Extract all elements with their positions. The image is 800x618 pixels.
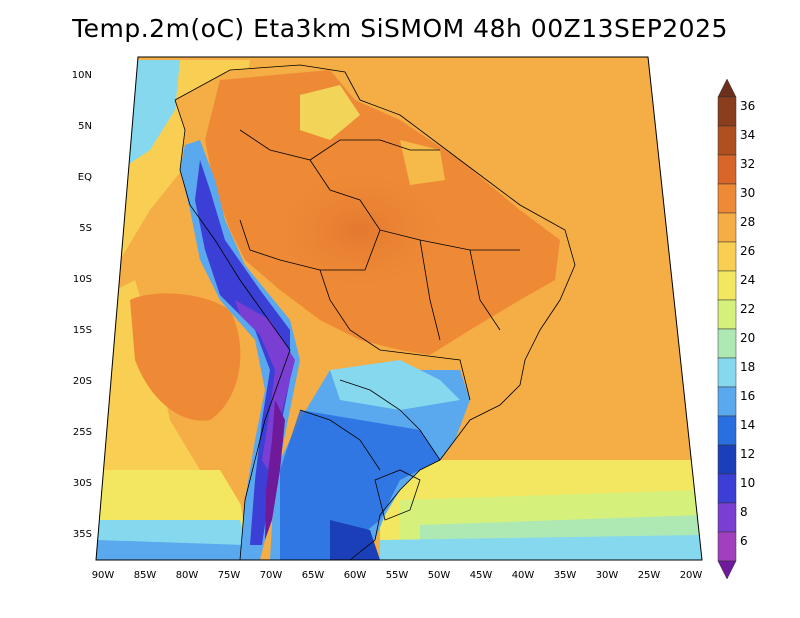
guianas-border: [309, 139, 440, 161]
lon-tick-label: 25W: [638, 570, 661, 581]
map-title: Temp.2m(oC) Eta3km SiSMOM 48h 00Z13SEP20…: [72, 14, 728, 43]
lon-tick-label: 50W: [428, 570, 451, 581]
andes-altiplano-cold: [235, 300, 295, 470]
lat-tick-label: 20S: [73, 376, 92, 387]
ocean-cold-southwest: [96, 540, 250, 560]
lon-tick-label: 75W: [218, 570, 241, 581]
southern-cold-region: [280, 410, 440, 560]
amazon-warm-core: [260, 160, 460, 300]
colorbar-top-arrow: [717, 78, 737, 98]
brazil-state-border-3: [469, 249, 501, 331]
lat-tick-label: 5N: [78, 121, 92, 132]
colorbar-swatch: [717, 241, 737, 272]
colorbar-tick-label: 8: [740, 505, 748, 519]
lon-tick-label: 90W: [92, 570, 115, 581]
colorbar-tick-label: 10: [740, 476, 755, 490]
argentina-border: [299, 409, 381, 471]
colorbar-bottom-arrow: [717, 560, 737, 580]
patagonia-cold-region: [330, 520, 380, 560]
colorbar-swatch: [717, 212, 737, 243]
lat-tick-label: 30S: [73, 478, 92, 489]
pacific-coastline: [174, 99, 291, 561]
lon-tick-label: 40W: [512, 570, 535, 581]
southern-transition-band: [330, 360, 460, 410]
lat-tick-label: 10S: [73, 274, 92, 285]
brazil-state-border-2: [419, 239, 441, 341]
andes-southern-coldest: [265, 400, 285, 540]
atlantic-coastline: [174, 64, 576, 561]
colorbar-swatch: [717, 386, 737, 417]
colorbar: 36 34 32 30 28 26 24 22 20 18 16 14 12 10 8 6: [717, 78, 755, 580]
guiana-cool-patch: [300, 85, 360, 140]
lon-tick-label: 35W: [554, 570, 577, 581]
latitude-axis: 10N 5N EQ 5S 10S 15S 20S 25S 30S 35S: [72, 70, 92, 540]
colorbar-tick-label: 22: [740, 302, 755, 316]
colorbar-tick-label: 20: [740, 331, 755, 345]
colorbar-tick-label: 28: [740, 215, 755, 229]
uruguay-border: [374, 469, 421, 521]
colorbar-swatch: [717, 154, 737, 185]
colorbar-tick-label: 18: [740, 360, 755, 374]
brazil-state-border-1: [379, 229, 520, 251]
map-panel: [96, 57, 702, 560]
colorbar-swatch: [717, 357, 737, 388]
longitude-axis: 90W 85W 80W 75W 70W 65W 60W 55W 50W 45W …: [92, 570, 703, 581]
colorbar-tick-label: 30: [740, 186, 755, 200]
colorbar-swatch: [717, 502, 737, 533]
lon-tick-label: 55W: [386, 570, 409, 581]
colorbar-tick-label: 6: [740, 534, 748, 548]
colorbar-tick-label: 34: [740, 128, 755, 142]
colorbar-tick-label: 32: [740, 157, 755, 171]
country-borders: [174, 64, 576, 561]
colorbar-tick-label: 14: [740, 418, 755, 432]
colorbar-swatch: [717, 473, 737, 504]
ocean-band-south-atlantic-4: [380, 535, 702, 560]
amapa-cool-patch: [400, 140, 445, 185]
colorbar-swatch: [717, 96, 737, 127]
lon-tick-label: 70W: [260, 570, 283, 581]
colorbar-tick-label: 12: [740, 447, 755, 461]
lat-tick-label: 35S: [73, 529, 92, 540]
colorbar-tick-label: 24: [740, 273, 755, 287]
lat-tick-label: EQ: [78, 172, 92, 183]
ocean-warm-patch-pacific: [130, 293, 241, 421]
colorbar-swatch: [717, 531, 737, 562]
colorbar-tick-label: 36: [740, 99, 755, 113]
brazil-south-border: [319, 269, 471, 401]
lat-tick-label: 5S: [79, 223, 92, 234]
colorbar-swatch: [717, 183, 737, 214]
lat-tick-label: 10N: [72, 70, 92, 81]
lon-tick-label: 60W: [344, 570, 367, 581]
paraguay-border: [339, 379, 441, 461]
colorbar-swatch: [717, 415, 737, 446]
colorbar-swatch: [717, 444, 737, 475]
map-domain-outline: [95, 56, 703, 561]
colorbar-swatch: [717, 299, 737, 330]
lon-tick-label: 80W: [176, 570, 199, 581]
colorbar-swatch: [717, 125, 737, 156]
lon-tick-label: 45W: [470, 570, 493, 581]
colorbar-swatch: [717, 270, 737, 301]
lon-tick-label: 20W: [680, 570, 703, 581]
colorbar-tick-label: 16: [740, 389, 755, 403]
lon-tick-label: 30W: [596, 570, 619, 581]
lon-tick-label: 65W: [302, 570, 325, 581]
lat-tick-label: 25S: [73, 427, 92, 438]
colorbar-tick-label: 26: [740, 244, 755, 258]
lon-tick-label: 85W: [134, 570, 157, 581]
lat-tick-label: 15S: [73, 325, 92, 336]
colorbar-swatch: [717, 328, 737, 359]
